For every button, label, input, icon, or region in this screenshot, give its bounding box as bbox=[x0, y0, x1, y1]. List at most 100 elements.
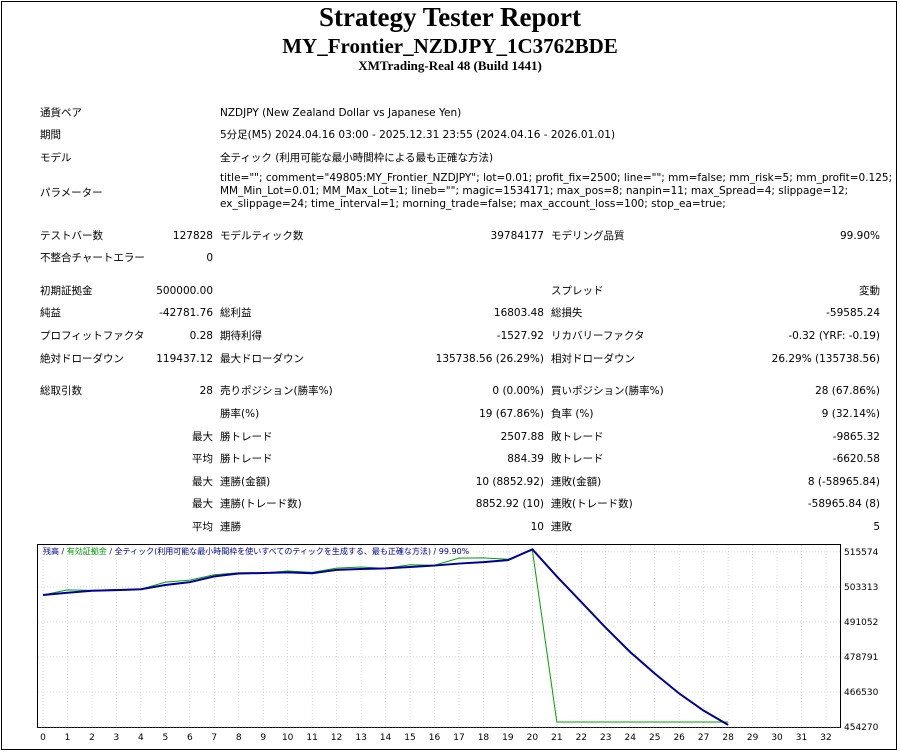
x-tick-label: 32 bbox=[820, 733, 831, 743]
x-tick-label: 13 bbox=[355, 733, 366, 743]
x-tick-label: 15 bbox=[404, 733, 415, 743]
pf-value: 0.28 bbox=[189, 330, 213, 342]
x-tick-label: 26 bbox=[673, 733, 685, 743]
x-tick-label: 20 bbox=[527, 733, 539, 743]
params-line-1: title=""; comment="49805:MY_Frontier_NZD… bbox=[220, 172, 893, 184]
ticks-value: 39784177 bbox=[490, 230, 544, 242]
loss-rate-label: 負率 (%) bbox=[551, 408, 594, 420]
period-value: 5分足(M5) 2024.04.16 03:00 - 2025.12.31 23… bbox=[220, 129, 616, 141]
avg-win-value: 884.39 bbox=[507, 453, 544, 465]
legend-separator-2: / bbox=[107, 547, 115, 556]
quality-value: 99.90% bbox=[839, 230, 880, 242]
x-tick-label: 2 bbox=[89, 733, 95, 743]
consec-win-cnt-label: 連勝(トレード数) bbox=[220, 498, 302, 510]
legend-quality: 99.90% bbox=[439, 547, 470, 556]
win-rate-label: 勝率(%) bbox=[220, 408, 260, 420]
consec-loss-cnt-label: 連敗(トレード数) bbox=[551, 498, 633, 510]
x-tick-label: 9 bbox=[260, 733, 266, 743]
net-value: -42781.76 bbox=[159, 307, 213, 319]
x-tick-label: 30 bbox=[771, 733, 783, 743]
x-tick-label: 7 bbox=[211, 733, 217, 743]
legend-separator-3: / bbox=[431, 547, 439, 556]
largest-word: 最大 bbox=[192, 431, 213, 443]
deposit-value: 500000.00 bbox=[156, 285, 213, 297]
max-consec-cnt-word: 最大 bbox=[192, 498, 213, 510]
y-tick-label: 466530 bbox=[844, 688, 879, 698]
x-tick-label: 29 bbox=[747, 733, 759, 743]
errors-label: 不整合チャートエラー bbox=[40, 252, 145, 264]
long-value: 28 (67.86%) bbox=[815, 385, 880, 397]
x-tick-label: 21 bbox=[551, 733, 562, 743]
largest-loss-value: -9865.32 bbox=[832, 431, 880, 443]
abs-dd-value: 119437.12 bbox=[156, 353, 213, 365]
x-tick-label: 3 bbox=[114, 733, 120, 743]
consec-win-amt-label: 連勝(金額) bbox=[220, 476, 271, 488]
symbol-value: NZDJPY (New Zealand Dollar vs Japanese Y… bbox=[220, 107, 462, 119]
deposit-label: 初期証拠金 bbox=[40, 285, 93, 297]
x-tick-label: 10 bbox=[282, 733, 294, 743]
avg-loss-label: 敗トレード bbox=[551, 453, 604, 465]
max-consec-amt-word: 最大 bbox=[192, 476, 213, 488]
legend-balance: 残高 bbox=[43, 546, 59, 556]
loss-rate-value: 9 (32.14%) bbox=[821, 408, 880, 420]
y-tick-label: 491052 bbox=[844, 618, 878, 628]
balance-chart: 残高 / 有効証拠金 / 全ティック(利用可能な最小時間枠を使いすべてのティック… bbox=[37, 544, 879, 743]
gross-profit-value: 16803.48 bbox=[493, 307, 544, 319]
avg-consec-win-value: 10 bbox=[530, 521, 544, 533]
errors-value: 0 bbox=[206, 252, 213, 264]
spread-value: 変動 bbox=[859, 285, 880, 297]
largest-loss-label: 敗トレード bbox=[551, 431, 604, 443]
avg-loss-value: -6620.58 bbox=[832, 453, 880, 465]
x-tick-label: 16 bbox=[429, 733, 441, 743]
gross-loss-label: 総損失 bbox=[551, 307, 583, 319]
vertical-grid bbox=[42, 545, 827, 727]
expected-label: 期待利得 bbox=[220, 330, 262, 342]
legend-equity: 有効証拠金 bbox=[67, 546, 107, 556]
model-value: 全ティック (利用可能な最小時間枠による最も正確な方法) bbox=[220, 152, 494, 164]
x-tick-label: 11 bbox=[306, 733, 317, 743]
largest-win-label: 勝トレード bbox=[220, 431, 273, 443]
x-tick-label: 27 bbox=[698, 733, 709, 743]
net-label: 純益 bbox=[40, 307, 61, 319]
x-tick-label: 12 bbox=[331, 733, 342, 743]
chart-plot-frame bbox=[37, 544, 841, 728]
chart-legend: 残高 / 有効証拠金 / 全ティック(利用可能な最小時間枠を使いすべてのティック… bbox=[43, 546, 470, 556]
x-tick-label: 14 bbox=[380, 733, 392, 743]
recovery-value: -0.32 (YRF: -0.19) bbox=[788, 330, 880, 342]
x-tick-label: 23 bbox=[600, 733, 611, 743]
average-word: 平均 bbox=[192, 453, 213, 465]
gross-loss-value: -59585.24 bbox=[826, 307, 880, 319]
avg-consec-word: 平均 bbox=[192, 521, 213, 533]
server-name: XMTrading-Real 48 (Build 1441) bbox=[358, 58, 542, 73]
bars-label: テストバー数 bbox=[40, 230, 103, 242]
win-rate-value: 19 (67.86%) bbox=[479, 408, 544, 420]
recovery-label: リカバリーファクタ bbox=[551, 330, 645, 342]
x-tick-label: 0 bbox=[40, 733, 46, 743]
y-tick-label: 515574 bbox=[844, 548, 879, 558]
model-label: モデル bbox=[40, 152, 72, 164]
x-tick-label: 1 bbox=[65, 733, 71, 743]
short-label: 売りポジション(勝率%) bbox=[220, 385, 333, 397]
x-tick-label: 18 bbox=[478, 733, 490, 743]
max-dd-label: 最大ドローダウン bbox=[220, 353, 304, 365]
avg-win-label: 勝トレード bbox=[220, 453, 273, 465]
x-tick-label: 4 bbox=[138, 733, 144, 743]
y-tick-label: 478791 bbox=[844, 653, 878, 663]
x-tick-label: 5 bbox=[162, 733, 168, 743]
period-label: 期間 bbox=[40, 129, 61, 141]
max-dd-value: 135738.56 (26.29%) bbox=[435, 353, 544, 365]
x-tick-label: 19 bbox=[502, 733, 514, 743]
short-value: 0 (0.00%) bbox=[492, 385, 544, 397]
ea-name: MY_Frontier_NZDJPY_1C3762BDE bbox=[282, 34, 618, 58]
long-label: 買いポジション(勝率%) bbox=[551, 385, 664, 397]
bars-value: 127828 bbox=[172, 230, 213, 242]
largest-win-value: 2507.88 bbox=[500, 431, 544, 443]
symbol-label: 通貨ペア bbox=[40, 107, 82, 119]
total-trades-label: 総取引数 bbox=[40, 385, 82, 397]
quality-label: モデリング品質 bbox=[551, 230, 625, 242]
gross-profit-label: 総利益 bbox=[220, 307, 252, 319]
abs-dd-label: 絶対ドローダウン bbox=[40, 353, 124, 365]
consec-loss-amt-value: 8 (-58965.84) bbox=[807, 476, 880, 488]
x-tick-label: 8 bbox=[236, 733, 242, 743]
rel-dd-value: 26.29% (135738.56) bbox=[771, 353, 880, 365]
